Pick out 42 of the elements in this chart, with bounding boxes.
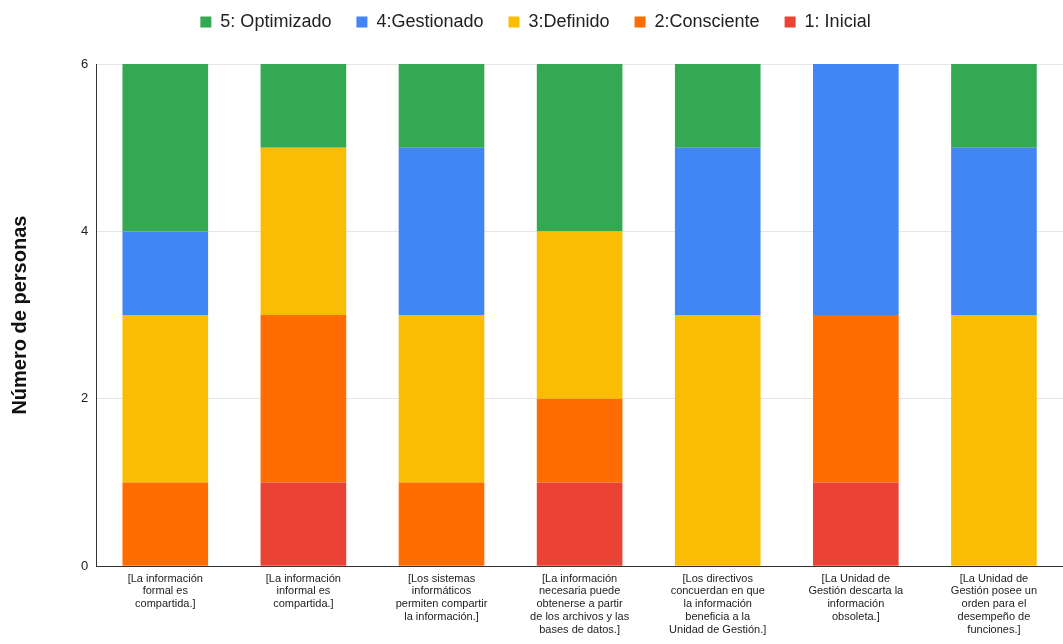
bar [951, 64, 1037, 148]
legend-label: 4:Gestionado [376, 10, 484, 31]
bar [122, 231, 209, 316]
x-tick-label: [Los directivos concuerdan en que la información beneficia a la Unidad de Gestión.] [669, 571, 767, 635]
bar [536, 231, 623, 399]
x-tick-label: [La información informal es compartida.] [265, 571, 341, 610]
x-tick-label: [La Unidad de Gestión descarta la información obsoleta.] [808, 571, 905, 622]
bar [674, 315, 761, 566]
x-tick-label: [La Unidad de Gestión posee un orden para el desempeño de funciones.] [950, 571, 1038, 635]
bar [260, 64, 347, 148]
bar [536, 64, 623, 232]
bar [398, 147, 485, 316]
bar [951, 315, 1037, 566]
bar [674, 64, 761, 148]
y-tick-label: 0 [81, 557, 89, 573]
x-tick-label: [La información formal es compartida.] [127, 571, 203, 610]
bar [536, 398, 623, 483]
y-tick-label: 6 [81, 55, 89, 71]
bar [122, 64, 209, 232]
bar [536, 482, 623, 566]
bar [674, 147, 761, 316]
y-tick-label: 4 [81, 222, 89, 238]
bar [260, 315, 347, 483]
legend-label: 2:Consciente [654, 10, 760, 31]
legend-label: 1: Inicial [804, 10, 871, 31]
bar [260, 147, 347, 316]
bar [813, 64, 899, 316]
x-tick-label: [Los sistemas informáticos permiten compartir la información.] [395, 571, 488, 622]
legend-label: 5: Optimizado [220, 10, 332, 31]
x-tick-label: [La información necesaria puede obtenerse a partir de los archivos y las bases de datos.] [530, 571, 630, 635]
legend-label: 3:Definido [528, 10, 610, 31]
bar [813, 482, 899, 566]
y-axis-title: Número de personas [7, 215, 30, 415]
bar [398, 482, 485, 566]
bar [813, 315, 899, 483]
bar [260, 482, 347, 566]
y-tick-label: 2 [81, 390, 89, 406]
bar [122, 482, 209, 566]
bar [951, 147, 1037, 316]
bar [398, 315, 485, 483]
bar [398, 64, 485, 148]
bar [122, 315, 209, 483]
